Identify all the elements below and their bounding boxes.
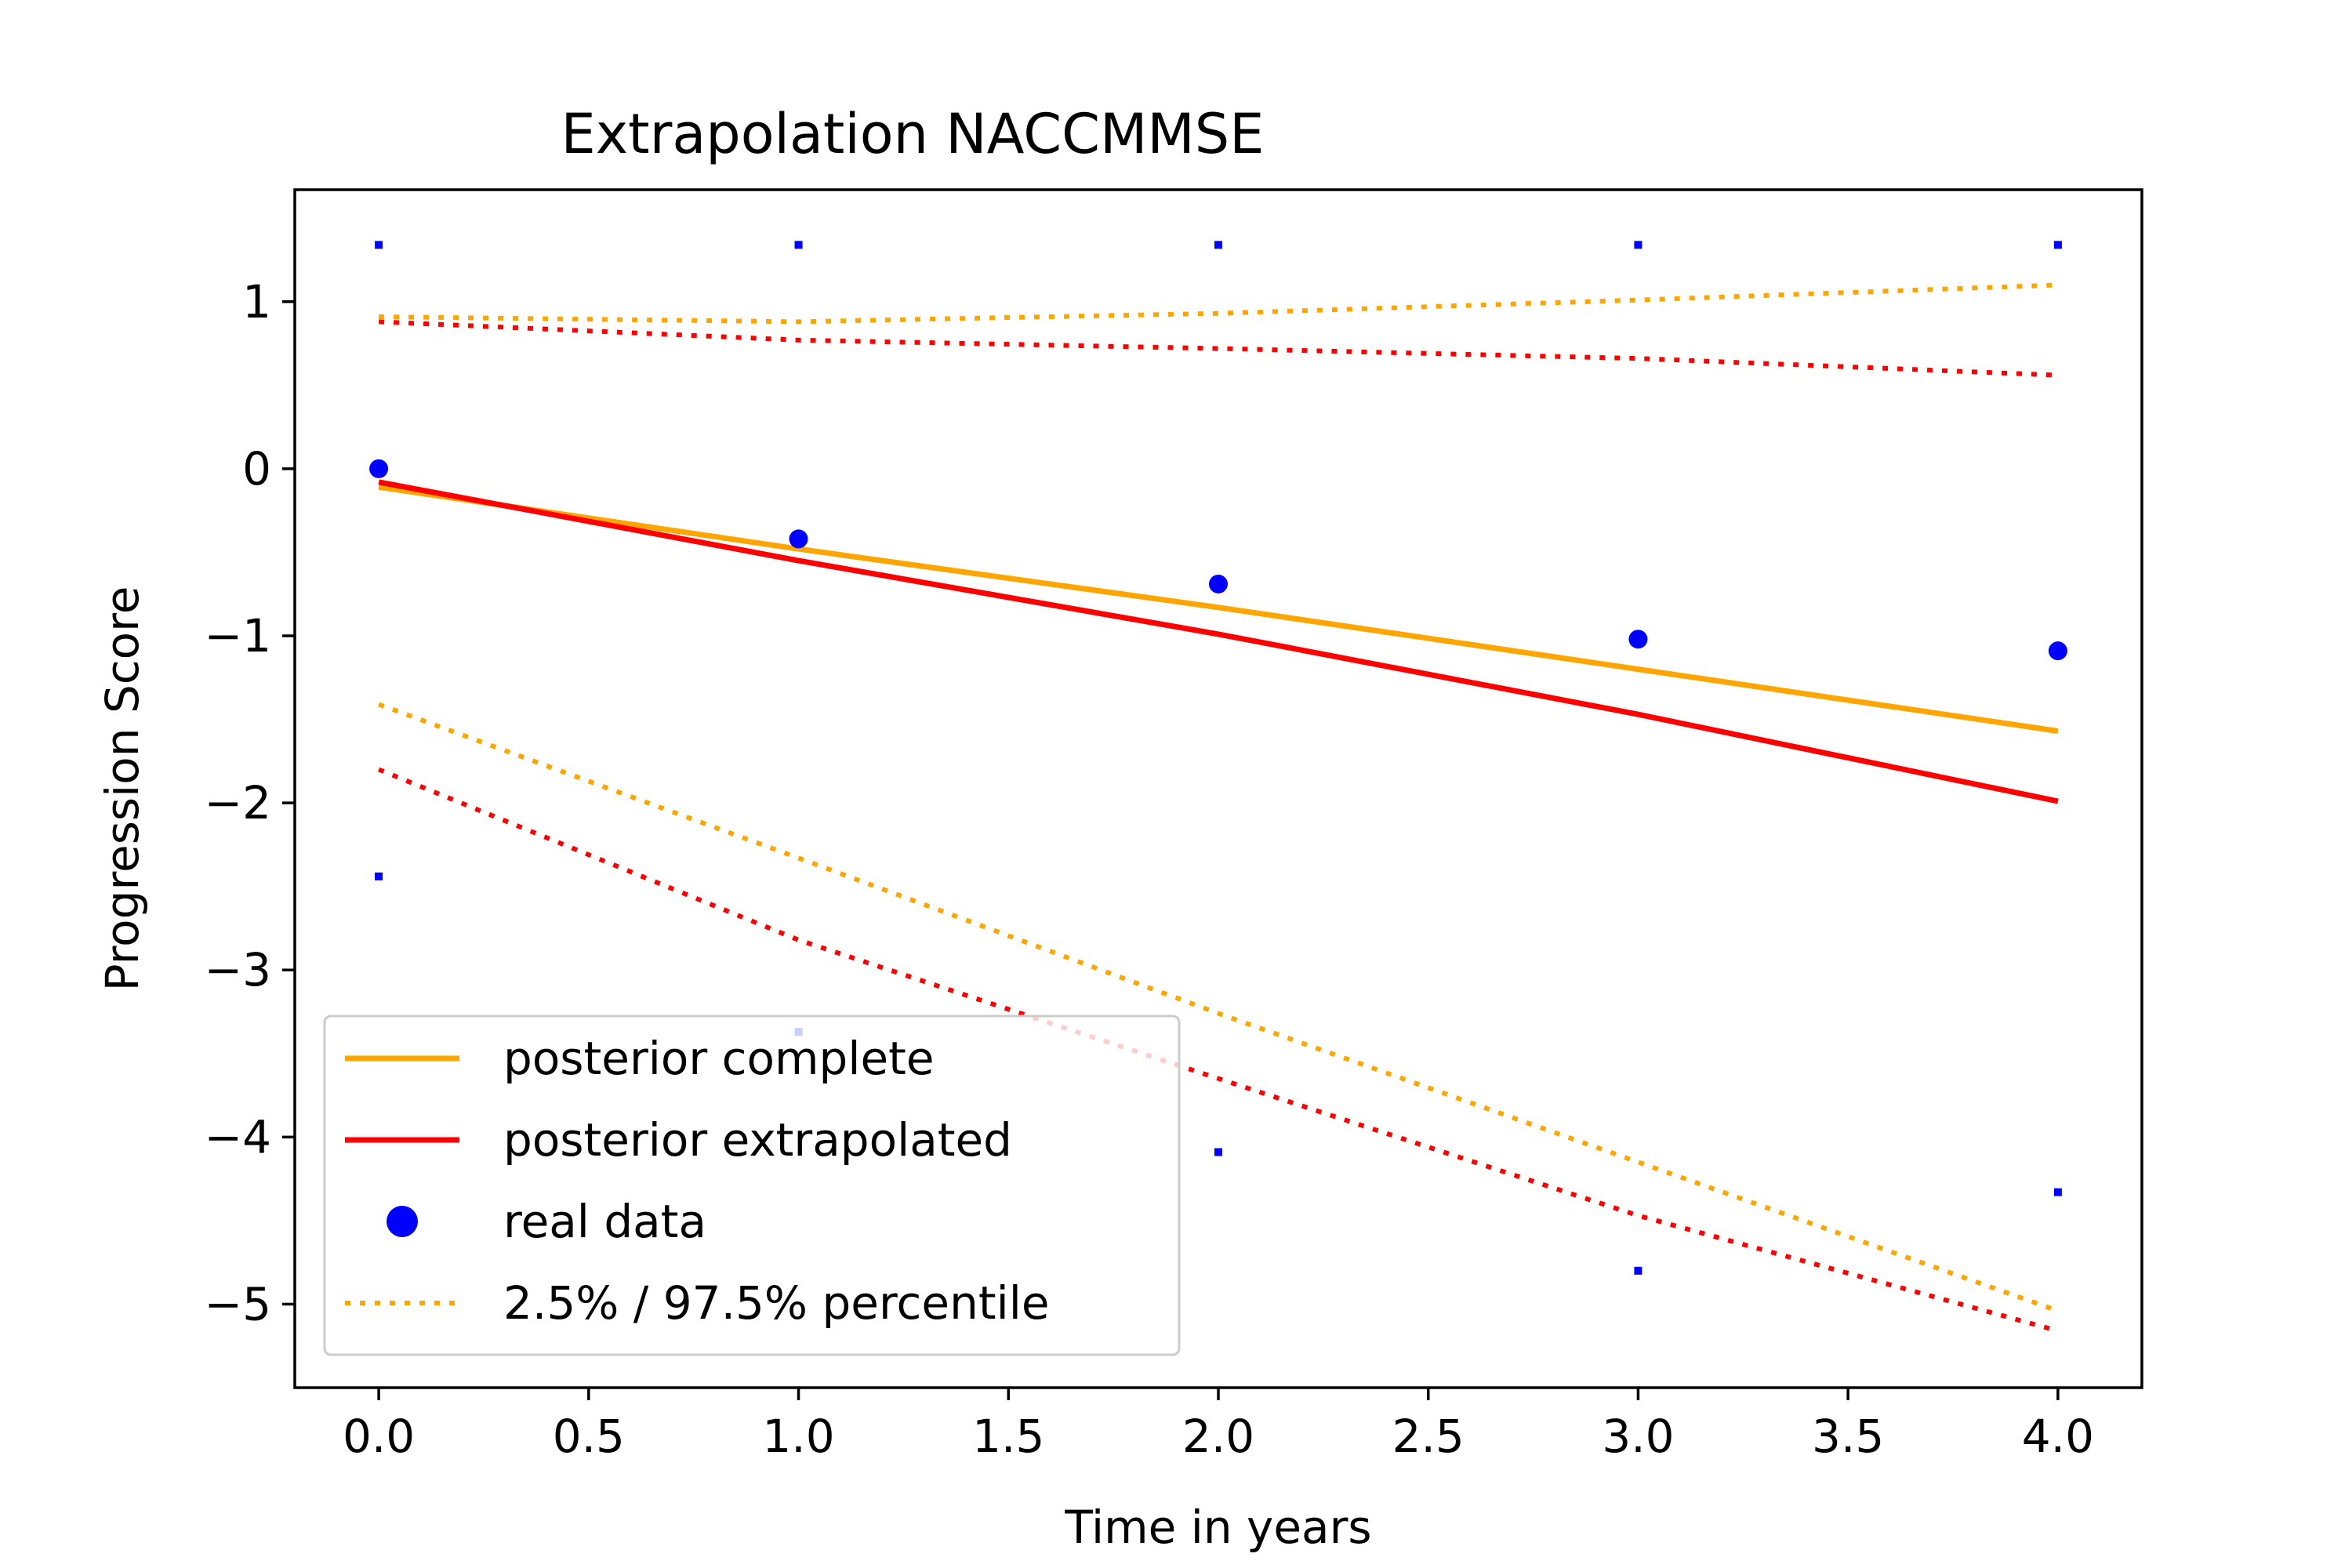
legend-swatch-2: [387, 1206, 418, 1237]
data-point: [1628, 630, 1648, 649]
legend-box: [323, 1014, 1181, 1356]
data-point-small: [1634, 1266, 1642, 1275]
data-point-small: [1214, 1148, 1222, 1156]
axis-ticks: 0.0 0.5 1.0 1.5 2.0 2.5 3.0 3.5 4.0 1 0 −1 −2 −3 −4 −5: [205, 275, 2095, 1463]
y-tick-label: −1: [205, 609, 272, 662]
series-line-4: [378, 702, 2059, 1313]
x-tick-label: 2.5: [1392, 1410, 1465, 1463]
plot-area: [369, 241, 2067, 1334]
x-tick-label: 0.5: [553, 1410, 625, 1463]
x-tick-label: 1.5: [972, 1410, 1044, 1463]
y-tick-label: 1: [242, 275, 271, 328]
y-axis-label: Progression Score: [96, 586, 149, 992]
y-tick-label: 0: [242, 442, 271, 495]
legend-label-0: posterior complete: [503, 1032, 935, 1085]
x-axis-label: Time in years: [1064, 1501, 1371, 1554]
data-point: [1209, 574, 1228, 593]
x-tick-label: 0.0: [343, 1410, 415, 1463]
data-point: [369, 459, 389, 478]
y-tick-label: −5: [205, 1277, 272, 1330]
data-point-small: [1214, 241, 1222, 249]
y-tick-label: −3: [205, 943, 272, 996]
data-point-small: [375, 872, 383, 880]
series-line-0: [378, 484, 2059, 734]
legend-label-2: real data: [503, 1195, 706, 1248]
series-line-6: [377, 767, 2059, 1334]
data-point-small: [1634, 241, 1642, 249]
legend-label-1: posterior extrapolated: [503, 1113, 1012, 1167]
y-tick-label: −2: [205, 776, 272, 829]
x-tick-label: 4.0: [2022, 1410, 2094, 1463]
data-point: [789, 529, 808, 549]
x-tick-label: 1.0: [762, 1410, 834, 1463]
y-tick-label: −4: [205, 1110, 272, 1163]
data-point-small: [794, 241, 803, 249]
legend: posterior complete posterior extrapolated…: [323, 1014, 1181, 1356]
x-tick-label: 2.0: [1182, 1410, 1254, 1463]
data-point-small: [375, 241, 383, 249]
chart-title: Extrapolation NACCMMSE: [561, 102, 1265, 166]
series-line-1: [378, 479, 2059, 804]
data-point-small: [2053, 1188, 2062, 1196]
legend-label-3: 2.5% / 97.5% percentile: [503, 1276, 1050, 1330]
x-tick-label: 3.5: [1812, 1410, 1884, 1463]
x-tick-label: 3.0: [1602, 1410, 1674, 1463]
data-point: [2048, 641, 2067, 661]
data-point-small: [2053, 241, 2062, 249]
